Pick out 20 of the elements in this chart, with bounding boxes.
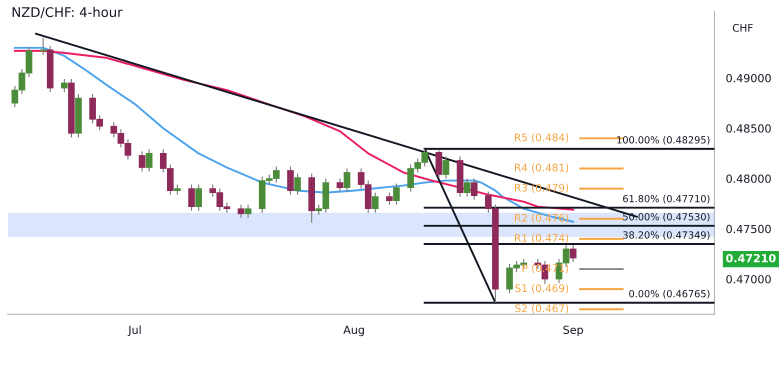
annotation: 61.80% (0.47710)	[623, 194, 710, 204]
y-tick-label: 0.47210	[726, 254, 776, 262]
y-tick-label: 0.49000	[726, 74, 771, 82]
chart-title: NZD/CHF: 4-hour	[12, 6, 123, 18]
annotation: 100.00% (0.48295)	[617, 136, 710, 145]
annotation: S1 (0.469)	[515, 284, 568, 294]
y-tick-label: 0.48500	[726, 124, 771, 133]
x-tick-label: Sep	[563, 326, 584, 336]
annotation: R1 (0.474)	[514, 234, 568, 244]
y-axis-title: CHF	[732, 24, 753, 32]
annotation: 38.20% (0.47349)	[623, 231, 710, 240]
y-tick-label: 0.48000	[726, 174, 771, 183]
annotation: S2 (0.467)	[515, 304, 568, 314]
annotation: R4 (0.481)	[514, 163, 568, 173]
x-tick-label: Aug	[343, 326, 364, 336]
annotation: 0.00% (0.46765)	[629, 290, 710, 299]
x-tick-label: Jul	[128, 325, 141, 336]
annotation: R5 (0.484)	[514, 133, 568, 143]
y-tick-label: 0.47500	[726, 224, 771, 234]
y-tick-label: 0.47000	[726, 275, 771, 284]
